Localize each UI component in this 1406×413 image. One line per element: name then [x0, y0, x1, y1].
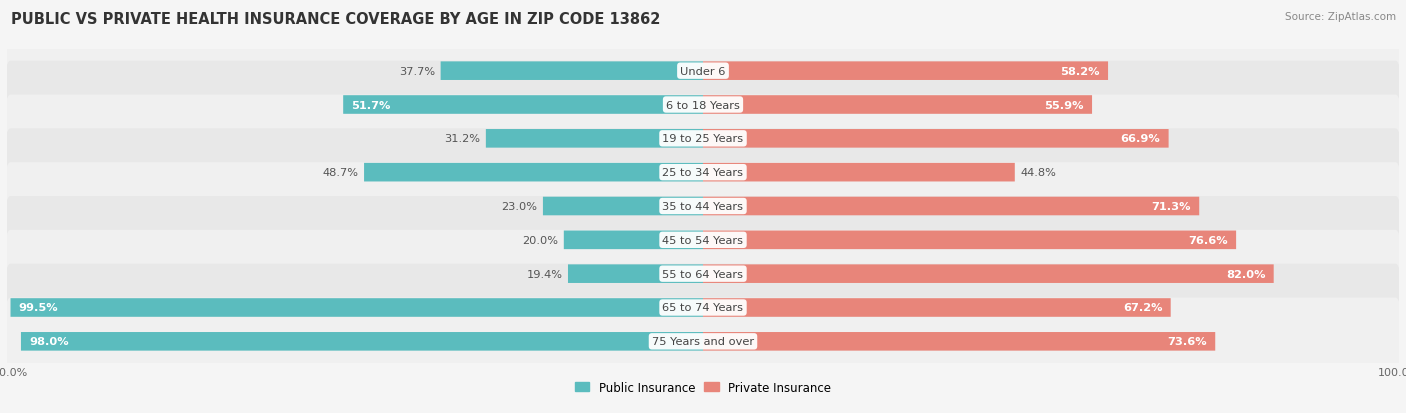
Text: 76.6%: 76.6% — [1188, 235, 1227, 245]
FancyBboxPatch shape — [6, 299, 1400, 387]
FancyBboxPatch shape — [6, 129, 1400, 216]
FancyBboxPatch shape — [6, 198, 1400, 286]
Legend: Public Insurance, Private Insurance: Public Insurance, Private Insurance — [571, 376, 835, 399]
Text: 73.6%: 73.6% — [1167, 337, 1206, 347]
FancyBboxPatch shape — [703, 197, 1199, 216]
Text: 44.8%: 44.8% — [1021, 168, 1056, 178]
FancyBboxPatch shape — [703, 231, 1236, 249]
FancyBboxPatch shape — [6, 197, 1400, 284]
FancyBboxPatch shape — [703, 96, 1092, 114]
FancyBboxPatch shape — [568, 265, 703, 283]
Text: 51.7%: 51.7% — [352, 100, 391, 110]
Text: 31.2%: 31.2% — [444, 134, 481, 144]
Text: 58.2%: 58.2% — [1060, 66, 1099, 76]
FancyBboxPatch shape — [440, 62, 703, 81]
FancyBboxPatch shape — [6, 266, 1400, 353]
Text: 66.9%: 66.9% — [1121, 134, 1160, 144]
Text: 48.7%: 48.7% — [322, 168, 359, 178]
FancyBboxPatch shape — [703, 164, 1015, 182]
FancyBboxPatch shape — [6, 131, 1400, 218]
Text: 20.0%: 20.0% — [522, 235, 558, 245]
FancyBboxPatch shape — [6, 62, 1400, 149]
Text: 65 to 74 Years: 65 to 74 Years — [662, 303, 744, 313]
Text: 82.0%: 82.0% — [1226, 269, 1265, 279]
Text: 37.7%: 37.7% — [399, 66, 434, 76]
FancyBboxPatch shape — [6, 163, 1400, 250]
FancyBboxPatch shape — [21, 332, 703, 351]
Text: 71.3%: 71.3% — [1152, 202, 1191, 211]
FancyBboxPatch shape — [6, 298, 1400, 385]
Text: 98.0%: 98.0% — [30, 337, 69, 347]
FancyBboxPatch shape — [6, 232, 1400, 319]
Text: 45 to 54 Years: 45 to 54 Years — [662, 235, 744, 245]
FancyBboxPatch shape — [703, 62, 1108, 81]
Text: 19.4%: 19.4% — [526, 269, 562, 279]
FancyBboxPatch shape — [343, 96, 703, 114]
FancyBboxPatch shape — [486, 130, 703, 148]
FancyBboxPatch shape — [6, 28, 1400, 115]
FancyBboxPatch shape — [543, 197, 703, 216]
Text: PUBLIC VS PRIVATE HEALTH INSURANCE COVERAGE BY AGE IN ZIP CODE 13862: PUBLIC VS PRIVATE HEALTH INSURANCE COVER… — [11, 12, 661, 27]
FancyBboxPatch shape — [6, 95, 1400, 183]
FancyBboxPatch shape — [703, 265, 1274, 283]
FancyBboxPatch shape — [6, 164, 1400, 252]
Text: 6 to 18 Years: 6 to 18 Years — [666, 100, 740, 110]
FancyBboxPatch shape — [703, 299, 1171, 317]
Text: 55 to 64 Years: 55 to 64 Years — [662, 269, 744, 279]
Text: 67.2%: 67.2% — [1123, 303, 1163, 313]
Text: Source: ZipAtlas.com: Source: ZipAtlas.com — [1285, 12, 1396, 22]
Text: 55.9%: 55.9% — [1045, 100, 1084, 110]
Text: 75 Years and over: 75 Years and over — [652, 337, 754, 347]
FancyBboxPatch shape — [703, 332, 1215, 351]
Text: Under 6: Under 6 — [681, 66, 725, 76]
Text: 25 to 34 Years: 25 to 34 Years — [662, 168, 744, 178]
FancyBboxPatch shape — [6, 97, 1400, 184]
FancyBboxPatch shape — [703, 130, 1168, 148]
FancyBboxPatch shape — [6, 63, 1400, 151]
FancyBboxPatch shape — [10, 299, 703, 317]
Text: 99.5%: 99.5% — [18, 303, 59, 313]
Text: 23.0%: 23.0% — [502, 202, 537, 211]
FancyBboxPatch shape — [6, 264, 1400, 351]
Text: 19 to 25 Years: 19 to 25 Years — [662, 134, 744, 144]
FancyBboxPatch shape — [564, 231, 703, 249]
FancyBboxPatch shape — [364, 164, 703, 182]
Text: 35 to 44 Years: 35 to 44 Years — [662, 202, 744, 211]
FancyBboxPatch shape — [6, 230, 1400, 318]
FancyBboxPatch shape — [6, 29, 1400, 117]
